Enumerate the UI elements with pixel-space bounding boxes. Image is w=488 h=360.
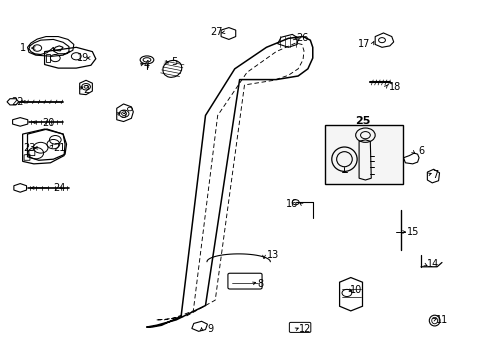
- Text: 21: 21: [53, 143, 65, 153]
- Text: 22: 22: [12, 97, 24, 107]
- Text: 10: 10: [349, 285, 361, 295]
- Text: 5: 5: [171, 57, 177, 67]
- Text: 19: 19: [76, 53, 88, 63]
- Text: 3: 3: [120, 111, 126, 121]
- Text: 14: 14: [426, 259, 438, 269]
- Bar: [325, 125, 402, 184]
- Text: 9: 9: [207, 324, 213, 334]
- Text: 26: 26: [295, 33, 307, 43]
- Text: 16: 16: [285, 199, 298, 209]
- Text: 25: 25: [354, 116, 369, 126]
- Text: 11: 11: [435, 315, 447, 325]
- Text: 15: 15: [406, 227, 418, 237]
- Text: 8: 8: [257, 279, 263, 289]
- Text: 24: 24: [53, 183, 65, 193]
- Text: 27: 27: [209, 27, 222, 37]
- Text: 13: 13: [266, 250, 278, 260]
- Text: 6: 6: [417, 146, 423, 156]
- Text: 18: 18: [388, 82, 400, 92]
- Text: 1: 1: [20, 43, 26, 53]
- Text: 23: 23: [23, 143, 35, 153]
- Text: 17: 17: [357, 39, 369, 49]
- Text: 12: 12: [299, 324, 311, 334]
- Text: 4: 4: [143, 60, 150, 70]
- Text: 20: 20: [42, 118, 55, 128]
- Text: 2: 2: [83, 85, 89, 95]
- Text: 7: 7: [431, 170, 438, 180]
